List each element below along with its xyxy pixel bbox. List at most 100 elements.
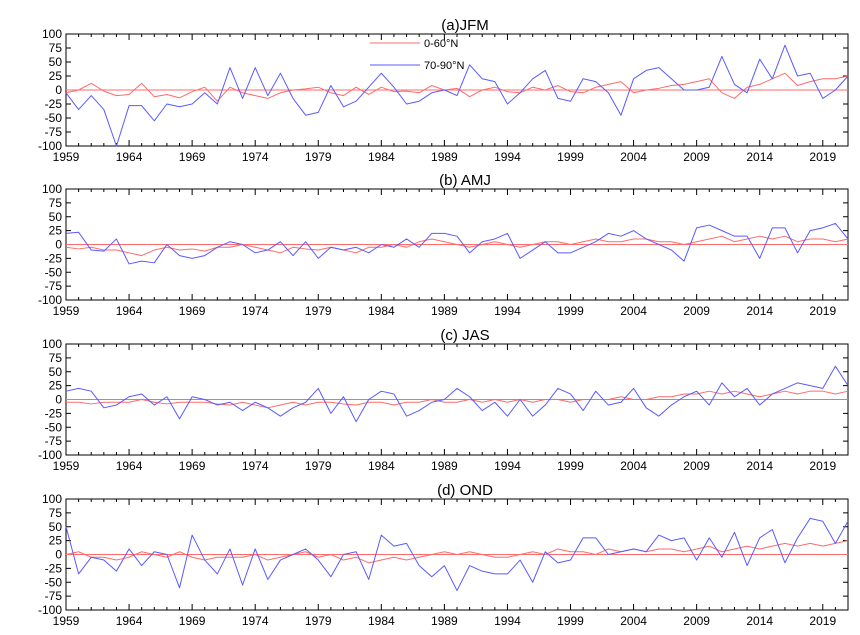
y-tick-label: 25: [49, 224, 63, 238]
series-line-0-60N: [66, 390, 849, 409]
x-tick-label: 1959: [53, 304, 80, 318]
y-tick-label: 25: [49, 534, 63, 548]
x-tick-label: 1989: [431, 150, 458, 164]
x-tick-label: 2009: [683, 459, 710, 473]
y-tick-label: -75: [45, 279, 63, 293]
x-tick-label: 2009: [683, 614, 710, 628]
y-tick-label: 0: [55, 238, 62, 252]
y-tick-label: 100: [42, 492, 62, 506]
y-tick-label: 25: [49, 379, 63, 393]
x-tick-label: 1994: [494, 304, 521, 318]
y-tick-label: 75: [49, 196, 63, 210]
y-tick-label: -100: [38, 139, 62, 153]
x-tick-label: 1964: [116, 304, 143, 318]
y-tick-label: -25: [45, 97, 63, 111]
x-tick-label: 1979: [305, 614, 332, 628]
x-tick-label: 1989: [431, 304, 458, 318]
x-tick-label: 1964: [116, 150, 143, 164]
x-tick-label: 1969: [179, 304, 206, 318]
y-tick-label: -25: [45, 561, 63, 575]
y-tick-label: 0: [55, 83, 62, 97]
x-tick-label: 2004: [620, 150, 647, 164]
panel-title: (a)JFM: [441, 17, 489, 34]
x-tick-label: 1999: [557, 304, 584, 318]
x-tick-label: 1964: [116, 614, 143, 628]
x-tick-label: 1984: [368, 304, 395, 318]
y-tick-label: 75: [49, 506, 63, 520]
legend-label: 0-60°N: [424, 38, 458, 50]
x-tick-label: 1969: [179, 150, 206, 164]
x-tick-label: 2004: [620, 459, 647, 473]
y-tick-label: -100: [38, 448, 62, 462]
y-tick-label: -25: [45, 251, 63, 265]
y-tick-label: 50: [49, 55, 63, 69]
y-tick-label: 50: [49, 365, 63, 379]
x-tick-label: 1984: [368, 614, 395, 628]
x-tick-label: 1974: [242, 459, 269, 473]
panel-title: (c) JAS: [440, 327, 489, 344]
y-tick-label: -100: [38, 603, 62, 617]
x-tick-label: 1959: [53, 614, 80, 628]
x-tick-label: 1959: [53, 150, 80, 164]
y-tick-label: 25: [49, 69, 63, 83]
legend-label: 70-90°N: [424, 60, 465, 72]
x-tick-label: 1959: [53, 459, 80, 473]
y-tick-label: -50: [45, 265, 63, 279]
x-tick-label: 1974: [242, 614, 269, 628]
x-tick-label: 1969: [179, 614, 206, 628]
y-tick-label: 0: [55, 393, 62, 407]
y-tick-label: 100: [42, 337, 62, 351]
legend: 0-60°N 70-90°N: [370, 38, 465, 72]
y-tick-label: 0: [55, 548, 62, 562]
x-tick-label: 1984: [368, 459, 395, 473]
series-line-70-90N: [65, 222, 849, 265]
x-tick-label: 2009: [683, 150, 710, 164]
x-tick-label: 1999: [557, 459, 584, 473]
x-tick-label: 2009: [683, 304, 710, 318]
y-tick-label: 50: [49, 520, 63, 534]
x-tick-label: 1984: [368, 150, 395, 164]
x-tick-label: 1969: [179, 459, 206, 473]
x-tick-label: 2004: [620, 304, 647, 318]
x-tick-label: 2004: [620, 614, 647, 628]
panel-title: (d) OND: [437, 482, 493, 499]
x-tick-label: 2014: [746, 459, 773, 473]
x-tick-label: 2019: [809, 304, 836, 318]
series-line-0-60N: [65, 72, 849, 102]
x-tick-label: 1979: [305, 150, 332, 164]
x-tick-label: 1979: [305, 304, 332, 318]
x-tick-label: 2019: [809, 459, 836, 473]
y-tick-label: -75: [45, 125, 63, 139]
y-tick-label: -50: [45, 420, 63, 434]
y-tick-label: -100: [38, 293, 62, 307]
y-tick-label: -75: [45, 589, 63, 603]
x-tick-label: 1989: [431, 459, 458, 473]
y-tick-label: -75: [45, 434, 63, 448]
x-tick-label: 1999: [557, 614, 584, 628]
x-tick-label: 1974: [242, 150, 269, 164]
series-line-0-60N: [65, 235, 849, 257]
y-tick-label: -25: [45, 406, 63, 420]
panel-title: (b) AMJ: [439, 172, 491, 189]
x-tick-label: 2019: [809, 614, 836, 628]
x-tick-label: 1989: [431, 614, 458, 628]
x-tick-label: 1974: [242, 304, 269, 318]
y-tick-label: -50: [45, 575, 63, 589]
x-tick-label: 1964: [116, 459, 143, 473]
y-tick-label: 75: [49, 41, 63, 55]
series-line-70-90N: [65, 44, 849, 147]
y-tick-label: 100: [42, 182, 62, 196]
x-tick-label: 1994: [494, 459, 521, 473]
x-tick-label: 1999: [557, 150, 584, 164]
x-tick-label: 2014: [746, 304, 773, 318]
y-tick-label: 100: [42, 27, 62, 41]
series-line-0-60N: [65, 540, 849, 564]
x-tick-label: 1994: [494, 150, 521, 164]
x-tick-label: 2019: [809, 150, 836, 164]
series-line-70-90N: [65, 365, 849, 423]
